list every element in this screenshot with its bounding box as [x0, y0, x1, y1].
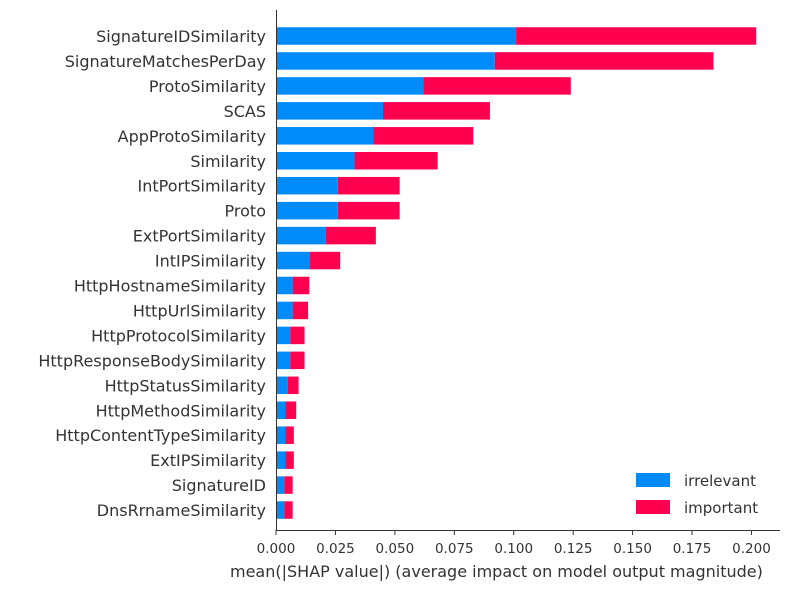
bar-important-6: [337, 176, 400, 195]
x-axis-label: mean(|SHAP value|) (average impact on mo…: [230, 562, 763, 581]
bar-irrelevant-16: [276, 426, 286, 444]
category-label: HttpContentTypeSimilarity: [55, 426, 266, 445]
bar-irrelevant-5: [276, 152, 355, 170]
bar-irrelevant-4: [276, 127, 374, 145]
bar-irrelevant-3: [276, 102, 383, 120]
category-label: SCAS: [224, 102, 266, 121]
bar-irrelevant-9: [276, 251, 310, 270]
bar-important-13: [290, 351, 305, 370]
x-tick-label: 0.175: [673, 541, 712, 557]
category-label: DnsRrnameSimilarity: [97, 501, 266, 520]
bar-irrelevant-13: [276, 351, 291, 370]
category-label: ExtIPSimilarity: [150, 451, 266, 470]
bar-important-2: [423, 77, 571, 95]
category-label: HttpHostnameSimilarity: [74, 277, 266, 296]
category-label: HttpProtocolSimilarity: [91, 326, 266, 345]
category-label: HttpMethodSimilarity: [96, 401, 266, 420]
bar-important-19: [284, 501, 293, 519]
bar-important-10: [292, 276, 310, 295]
category-label: HttpUrlSimilarity: [133, 301, 266, 320]
category-labels-group: SignatureIDSimilaritySignatureMatchesPer…: [38, 27, 266, 520]
bar-irrelevant-10: [276, 276, 293, 295]
category-label: AppProtoSimilarity: [118, 127, 266, 146]
bar-important-7: [337, 201, 400, 220]
bar-important-15: [285, 401, 297, 419]
bar-important-14: [287, 376, 299, 395]
bar-important-9: [309, 251, 341, 270]
bar-important-11: [292, 301, 309, 320]
category-label: SignatureIDSimilarity: [96, 27, 266, 46]
bar-important-4: [373, 127, 474, 145]
legend-swatch-important: [636, 500, 670, 514]
bar-important-17: [285, 451, 294, 469]
bar-irrelevant-1: [276, 52, 495, 70]
bar-irrelevant-11: [276, 301, 293, 320]
bar-important-18: [284, 476, 293, 494]
category-label: IntIPSimilarity: [155, 252, 266, 271]
bar-important-3: [382, 102, 490, 120]
bar-irrelevant-12: [276, 326, 291, 345]
category-label: Similarity: [190, 152, 266, 171]
x-tick-label: 0.050: [376, 541, 415, 557]
bars-group: [276, 27, 757, 519]
bar-irrelevant-18: [276, 476, 285, 494]
bar-irrelevant-19: [276, 501, 285, 519]
bar-important-0: [516, 27, 757, 45]
x-tick-label: 0.100: [494, 541, 533, 557]
bar-irrelevant-8: [276, 226, 326, 245]
category-label: SignatureID: [172, 476, 266, 495]
legend-label-irrelevant: irrelevant: [684, 472, 756, 490]
legend-swatch-irrelevant: [636, 473, 670, 487]
category-label: SignatureMatchesPerDay: [65, 52, 266, 71]
bar-important-12: [290, 326, 305, 345]
category-label: ProtoSimilarity: [149, 77, 266, 96]
bar-irrelevant-0: [276, 27, 517, 45]
x-ticks-group: 0.000 0.025 0.050 0.075 0.100 0.125 0.150 0.175…: [257, 530, 771, 557]
x-tick-label: 0.075: [435, 541, 474, 557]
bar-irrelevant-14: [276, 376, 288, 395]
category-label: IntPortSimilarity: [138, 177, 267, 196]
bar-irrelevant-17: [276, 451, 286, 469]
bar-irrelevant-2: [276, 77, 424, 95]
bar-important-8: [325, 226, 376, 245]
bar-important-16: [285, 426, 294, 444]
category-label: HttpResponseBodySimilarity: [38, 351, 266, 370]
bar-irrelevant-6: [276, 176, 338, 195]
x-tick-label: 0.025: [316, 541, 355, 557]
x-tick-label: 0.200: [732, 541, 771, 557]
category-label: Proto: [225, 202, 266, 221]
x-tick-label: 0.000: [257, 541, 296, 557]
legend-label-important: important: [684, 499, 758, 517]
bar-irrelevant-7: [276, 201, 338, 220]
bar-irrelevant-15: [276, 401, 286, 419]
legend: irrelevant important: [636, 472, 758, 517]
bar-important-1: [494, 52, 714, 70]
category-label: HttpStatusSimilarity: [105, 376, 266, 395]
bar-important-5: [354, 152, 438, 170]
x-tick-label: 0.150: [613, 541, 652, 557]
x-tick-label: 0.125: [554, 541, 593, 557]
category-label: ExtPortSimilarity: [133, 227, 266, 246]
